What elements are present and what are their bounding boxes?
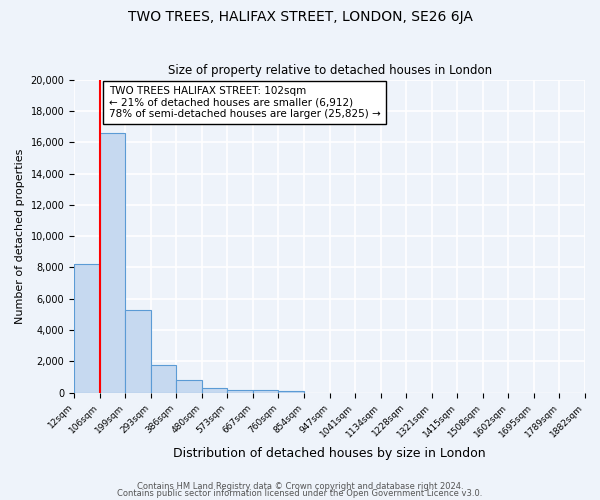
Bar: [202, 388, 227, 393]
Text: TWO TREES HALIFAX STREET: 102sqm
← 21% of detached houses are smaller (6,912)
78: TWO TREES HALIFAX STREET: 102sqm ← 21% o…: [109, 86, 380, 119]
Bar: [151, 364, 176, 393]
Bar: [253, 390, 278, 393]
Text: TWO TREES, HALIFAX STREET, LONDON, SE26 6JA: TWO TREES, HALIFAX STREET, LONDON, SE26 …: [128, 10, 472, 24]
Bar: [278, 391, 304, 393]
Bar: [100, 133, 125, 393]
Text: Contains public sector information licensed under the Open Government Licence v3: Contains public sector information licen…: [118, 489, 482, 498]
X-axis label: Distribution of detached houses by size in London: Distribution of detached houses by size …: [173, 447, 486, 460]
Bar: [227, 390, 253, 393]
Bar: [125, 310, 151, 393]
Bar: [74, 264, 100, 393]
Bar: [176, 380, 202, 393]
Title: Size of property relative to detached houses in London: Size of property relative to detached ho…: [167, 64, 491, 77]
Y-axis label: Number of detached properties: Number of detached properties: [15, 148, 25, 324]
Text: Contains HM Land Registry data © Crown copyright and database right 2024.: Contains HM Land Registry data © Crown c…: [137, 482, 463, 491]
